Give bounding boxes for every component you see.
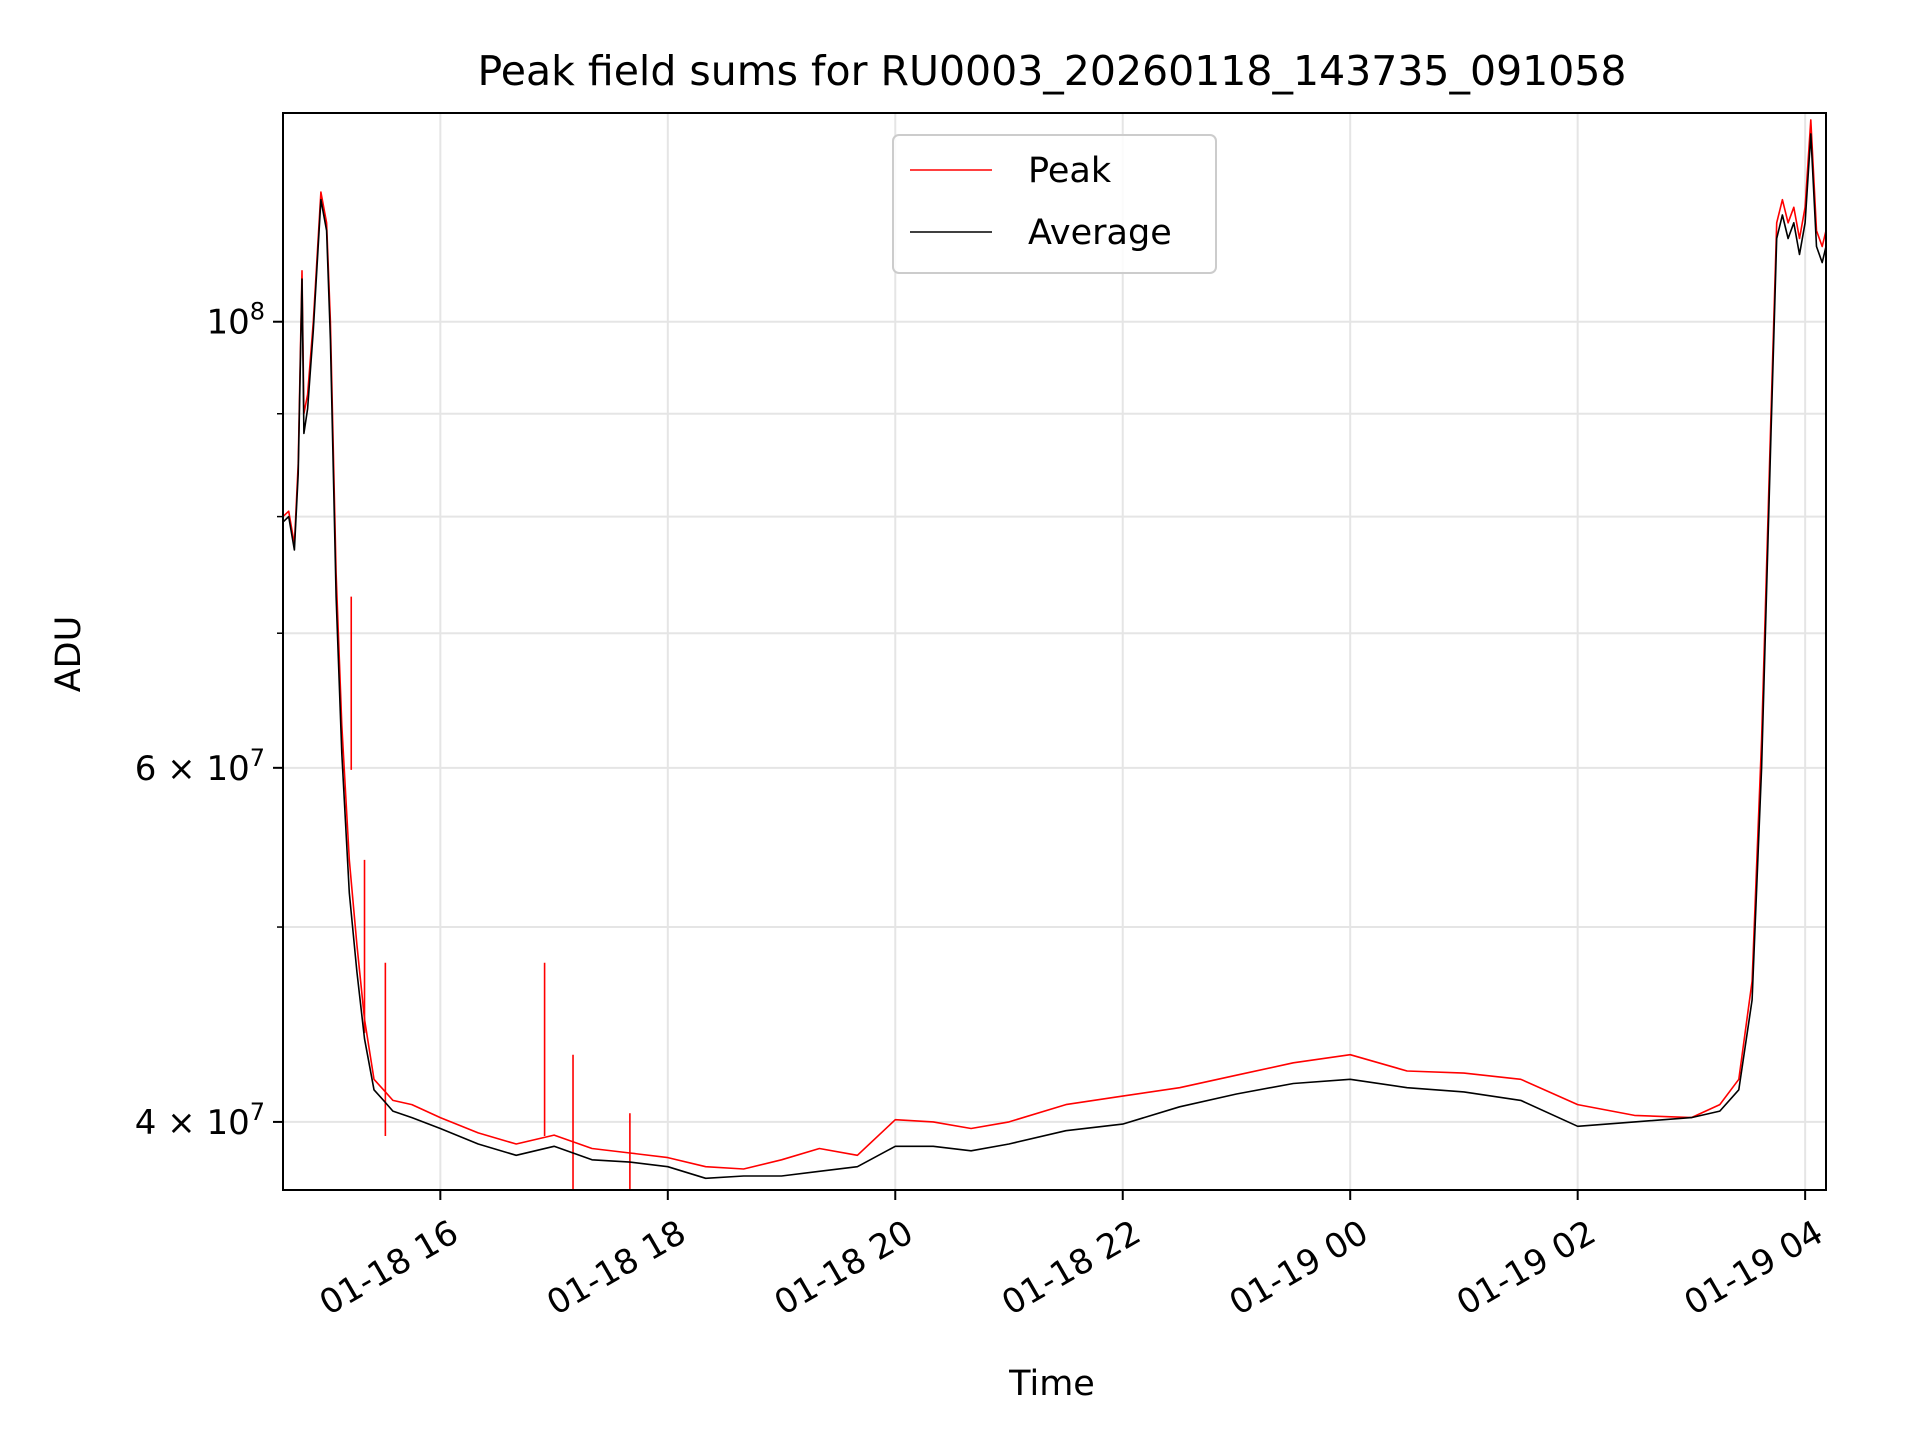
y-tick-label: 108	[206, 298, 265, 343]
y-axis-label: ADU	[49, 616, 89, 693]
grid	[283, 113, 1826, 1190]
series-line-average	[282, 133, 1827, 1180]
plot-series	[282, 119, 1827, 1190]
legend: Peak Average	[892, 134, 1217, 274]
legend-label-peak: Peak	[1028, 151, 1112, 191]
y-tick-label: 6 × 107	[135, 744, 265, 789]
chart-title: Peak field sums for RU0003_20260118_1437…	[477, 47, 1626, 95]
y-tick-label: 4 × 107	[135, 1098, 265, 1143]
x-axis-label: Time	[1008, 1364, 1095, 1404]
legend-label-average: Average	[1028, 213, 1172, 253]
plot-frame	[282, 112, 1827, 1191]
